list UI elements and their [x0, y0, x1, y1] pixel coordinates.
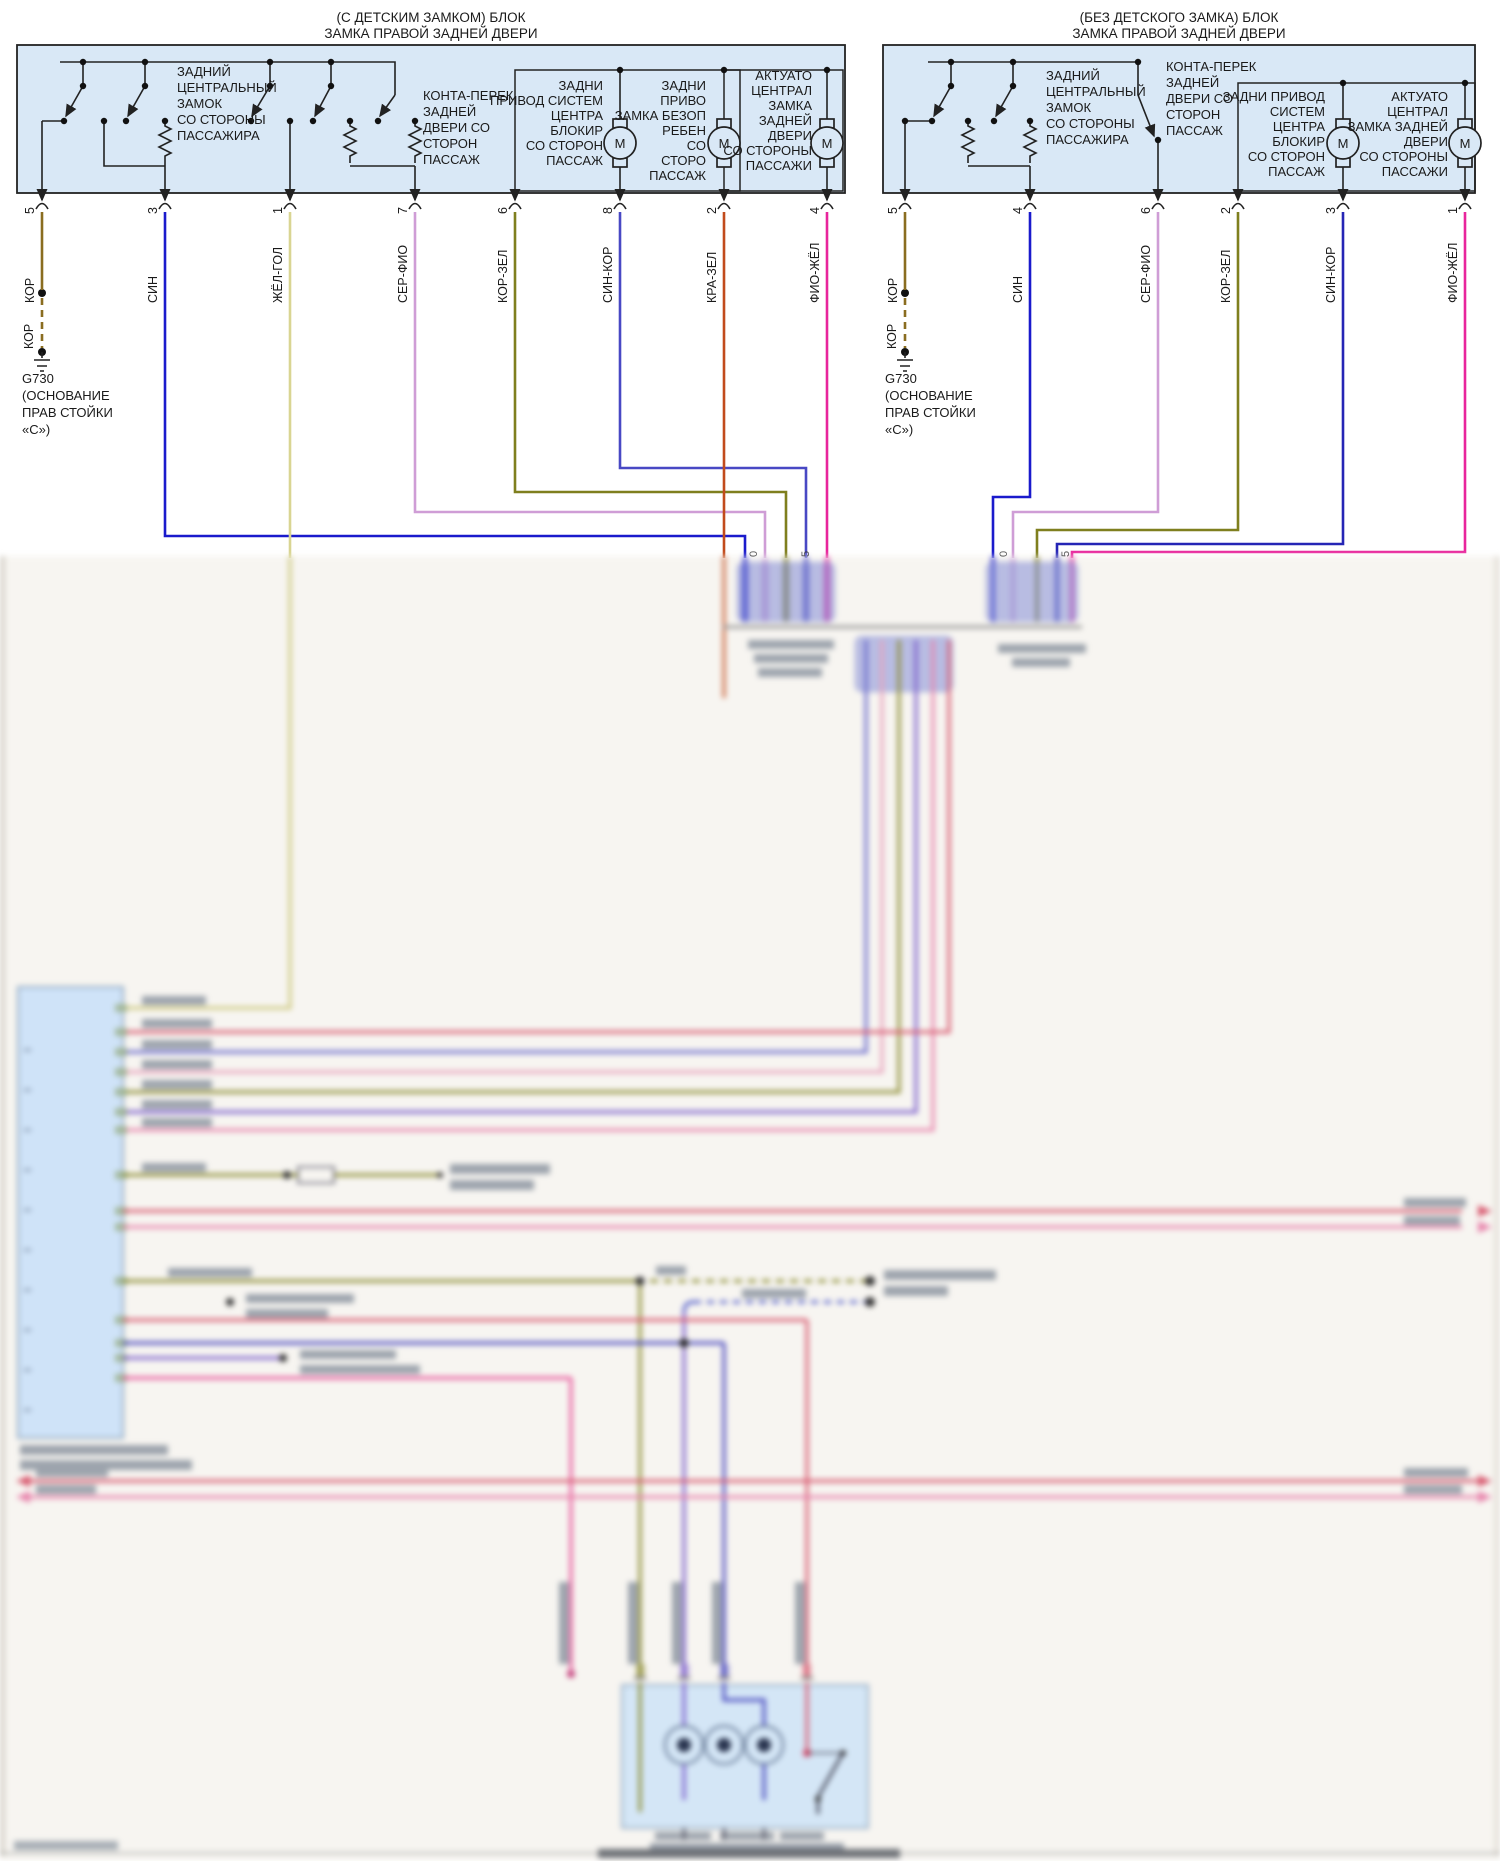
pin-label: СЕР-ФИО 6: [1139, 207, 1153, 303]
connector-captions: [748, 640, 1086, 677]
motor-symbols-right: [1326, 118, 1482, 168]
centre-connector: [854, 635, 954, 693]
motor-icon: M: [614, 136, 626, 151]
pin-label: СЕР-ФИО 7: [396, 207, 410, 303]
right-block-title: (БЕЗ ДЕТСКОГО ЗАМКА) БЛОК ЗАМКА ПРАВОЙ З…: [1072, 10, 1286, 41]
left-door-contact-label: КОНТА-ПЕРЕК ЗАДНЕЙ ДВЕРИ СО СТОРОН ПАССА…: [423, 88, 514, 167]
connector-pin-mark: 0: [748, 550, 760, 557]
pin-label: СИН 3: [146, 207, 160, 303]
motor-symbols-left: [603, 118, 844, 168]
motor-icon: M: [1459, 136, 1471, 151]
left-child-lock-drive-label: ЗАДНИ ПРИВО ЗАМКА БЕЗОП РЕБЕН СО СТОРО П…: [614, 78, 706, 183]
connector-bodies: [723, 561, 1082, 629]
left-central-lock-label: ЗАДНИЙ ЦЕНТРАЛЬНЫЙ ЗАМОК СО СТОРОНЫ ПАСС…: [177, 64, 277, 143]
left-lock-block: [16, 44, 846, 194]
pin-label: КОР 5: [23, 207, 37, 303]
right-actuator-label: АКТУАТО ЦЕНТРАЛ ЗАМКА ЗАДНЕЙ ДВЕРИ СО СТ…: [1347, 89, 1448, 179]
ground-g730-caption: G730 (ОСНОВАНИЕ ПРАВ СТОЙКИ «С»): [22, 371, 113, 437]
ecu-pin-nubs: [115, 1004, 127, 1382]
connector-pin-mark: 5: [1060, 550, 1072, 557]
left-block-circuit: [41, 61, 828, 191]
left-lock-drive-label: ЗАДНИ ПРИВОД СИСТЕМ ЦЕНТРА БЛОКИР СО СТО…: [490, 78, 603, 168]
motor-icon: M: [821, 136, 833, 151]
pin-label: ФИО-ЖЁЛ 4: [808, 207, 822, 303]
row-symbols: [226, 1166, 875, 1678]
right-lock-drive-label: ЗАДНИ ПРИВОД СИСТЕМ ЦЕНТРА БЛОКИР СО СТО…: [1222, 89, 1325, 179]
blurred-linework: [0, 556, 1500, 1861]
pin-label: КОР-ЗЕЛ 2: [1219, 207, 1233, 303]
ground-wire-label: КОР: [22, 323, 36, 349]
right-lock-block: [882, 44, 1476, 194]
ground-wire-label: КОР: [885, 323, 899, 349]
blurred-lower-schematic: [0, 556, 1500, 1861]
motor-icon: M: [1337, 136, 1349, 151]
pin-label: СИН-КОР 3: [1324, 207, 1338, 303]
pin-label: СИН 4: [1011, 207, 1025, 303]
connector-pin-mark: 0: [998, 550, 1010, 557]
pin-label: КОР 5: [886, 207, 900, 303]
pin-label: СИН-КОР 8: [601, 207, 615, 303]
ecu-rows: [30, 1173, 1478, 1678]
connector-pin-mark: 5: [800, 550, 812, 557]
schematic-sharp-linework: [16, 44, 1482, 558]
motor-icon: M: [718, 136, 730, 151]
right-door-contact-label: КОНТА-ПЕРЕК ЗАДНЕЙ ДВЕРИ СО СТОРОН ПАССА…: [1166, 59, 1257, 138]
ground-g730-caption: G730 (ОСНОВАНИЕ ПРАВ СТОЙКИ «С»): [885, 371, 976, 437]
pin-label: ФИО-ЖЁЛ 1: [1446, 207, 1460, 303]
right-central-lock-label: ЗАДНИЙ ЦЕНТРАЛЬНЫЙ ЗАМОК СО СТОРОНЫ ПАСС…: [1046, 68, 1146, 147]
wires-right: [897, 212, 1467, 558]
pin-label: КРА-ЗЕЛ 2: [705, 207, 719, 303]
left-block-title: (С ДЕТСКИМ ЗАМКОМ) БЛОК ЗАМКА ПРАВОЙ ЗАД…: [324, 10, 538, 41]
label-bars: [14, 996, 1468, 1851]
harness-wires: [123, 556, 951, 1132]
ecu-block: [17, 986, 124, 1439]
wires-left: [34, 212, 829, 558]
page-arrows: [16, 1205, 1492, 1503]
pin-label: КОР-ЗЕЛ 6: [496, 207, 510, 303]
left-actuator-label: АКТУАТО ЦЕНТРАЛ ЗАМКА ЗАДНЕЙ ДВЕРИ СО СТ…: [723, 68, 812, 173]
bottom-switch-block: [0, 1664, 1500, 1858]
pin-exits: [35, 188, 1472, 210]
pin-label: ЖЁЛ-ГОЛ 1: [271, 207, 285, 303]
